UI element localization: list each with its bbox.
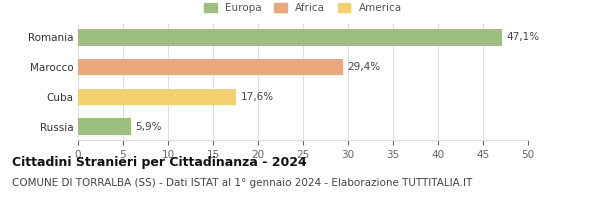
Text: COMUNE DI TORRALBA (SS) - Dati ISTAT al 1° gennaio 2024 - Elaborazione TUTTITALI: COMUNE DI TORRALBA (SS) - Dati ISTAT al … <box>12 178 472 188</box>
Text: 17,6%: 17,6% <box>241 92 274 102</box>
Bar <box>78 89 236 105</box>
Text: Cittadini Stranieri per Cittadinanza - 2024: Cittadini Stranieri per Cittadinanza - 2… <box>12 156 307 169</box>
Bar <box>78 29 502 46</box>
Bar <box>78 59 343 75</box>
Bar <box>78 118 131 135</box>
Legend: Europa, Africa, America: Europa, Africa, America <box>205 3 401 13</box>
Text: 29,4%: 29,4% <box>347 62 380 72</box>
Text: 47,1%: 47,1% <box>506 32 539 42</box>
Text: 5,9%: 5,9% <box>136 122 162 132</box>
